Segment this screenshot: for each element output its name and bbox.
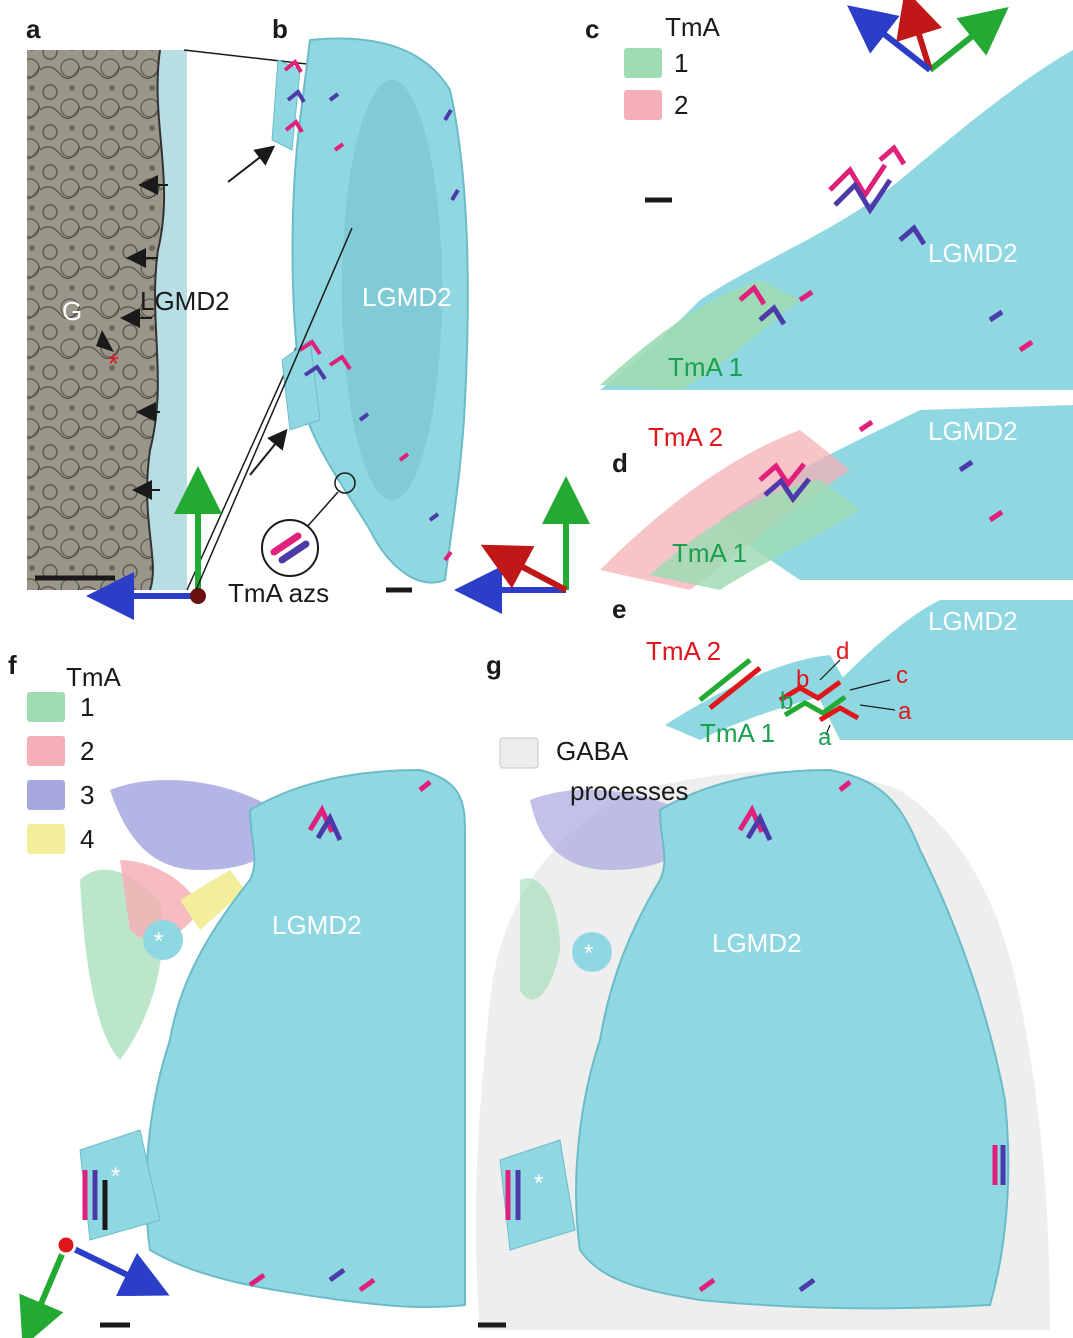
label-tma1-e: TmA 1 bbox=[700, 718, 776, 748]
legend-gaba-line1: GABA bbox=[556, 736, 629, 766]
site-red-c: c bbox=[896, 662, 908, 689]
panel-letter-a: a bbox=[26, 14, 41, 44]
legend-title-f: TmA bbox=[66, 662, 121, 692]
label-lgmd2-c: LGMD2 bbox=[928, 238, 1018, 268]
site-red-d: d bbox=[836, 638, 850, 665]
panel-letter-f: f bbox=[8, 650, 17, 680]
site-green-a: a bbox=[818, 724, 832, 751]
label-lgmd2-g: LGMD2 bbox=[712, 928, 802, 958]
panel-d-reconstruction bbox=[600, 405, 1073, 590]
panel-a-em-image bbox=[27, 49, 187, 591]
panel-letter-b: b bbox=[272, 14, 288, 44]
label-tma1-c: TmA 1 bbox=[668, 352, 744, 382]
asterisk-g-upper: * bbox=[584, 940, 594, 967]
axes-triad-c bbox=[847, 0, 1009, 73]
legend-item-f-2: 2 bbox=[80, 736, 95, 766]
panel-b-reconstruction bbox=[195, 37, 469, 593]
site-red-b: b bbox=[796, 666, 810, 693]
label-tma-azs: TmA azs bbox=[228, 578, 330, 608]
panel-letter-e: e bbox=[612, 594, 627, 624]
panel-g-reconstruction bbox=[475, 737, 1050, 1330]
site-red-a: a bbox=[898, 698, 912, 725]
legend-item-f-4: 4 bbox=[80, 824, 95, 854]
label-tma1-d: TmA 1 bbox=[672, 538, 748, 568]
asterisk-g-lower: * bbox=[534, 1170, 544, 1197]
label-lgmd2-f: LGMD2 bbox=[272, 910, 362, 940]
axes-triad-f bbox=[19, 1234, 170, 1338]
panel-c-reconstruction bbox=[600, 48, 1073, 390]
label-glia-a: G bbox=[62, 296, 83, 326]
red-asterisk-a: * bbox=[108, 348, 119, 379]
panel-letter-g: g bbox=[486, 650, 502, 680]
label-lgmd2-a: LGMD2 bbox=[140, 286, 230, 316]
label-tma2-e: TmA 2 bbox=[646, 636, 722, 666]
legend-gaba-line2: processes bbox=[570, 776, 689, 806]
site-green-b: b bbox=[780, 688, 794, 715]
legend-item-f-1: 1 bbox=[80, 692, 95, 722]
axes-triad-b bbox=[454, 476, 590, 614]
label-tma2-d: TmA 2 bbox=[648, 422, 724, 452]
legend-item-c-1: 1 bbox=[674, 48, 689, 78]
label-lgmd2-e: LGMD2 bbox=[928, 606, 1018, 636]
label-lgmd2-b: LGMD2 bbox=[362, 282, 452, 312]
panel-f-reconstruction bbox=[27, 692, 466, 1328]
panel-e-reconstruction bbox=[665, 600, 1073, 740]
legend-title-c: TmA bbox=[665, 12, 720, 42]
asterisk-f-lower: * bbox=[111, 1163, 121, 1190]
label-lgmd2-d: LGMD2 bbox=[928, 416, 1018, 446]
legend-item-f-3: 3 bbox=[80, 780, 95, 810]
panel-letter-c: c bbox=[585, 14, 600, 44]
asterisk-f-upper: * bbox=[154, 928, 164, 955]
axes-triad-a bbox=[86, 466, 222, 620]
legend-item-c-2: 2 bbox=[674, 90, 689, 120]
panel-letter-d: d bbox=[612, 448, 628, 478]
